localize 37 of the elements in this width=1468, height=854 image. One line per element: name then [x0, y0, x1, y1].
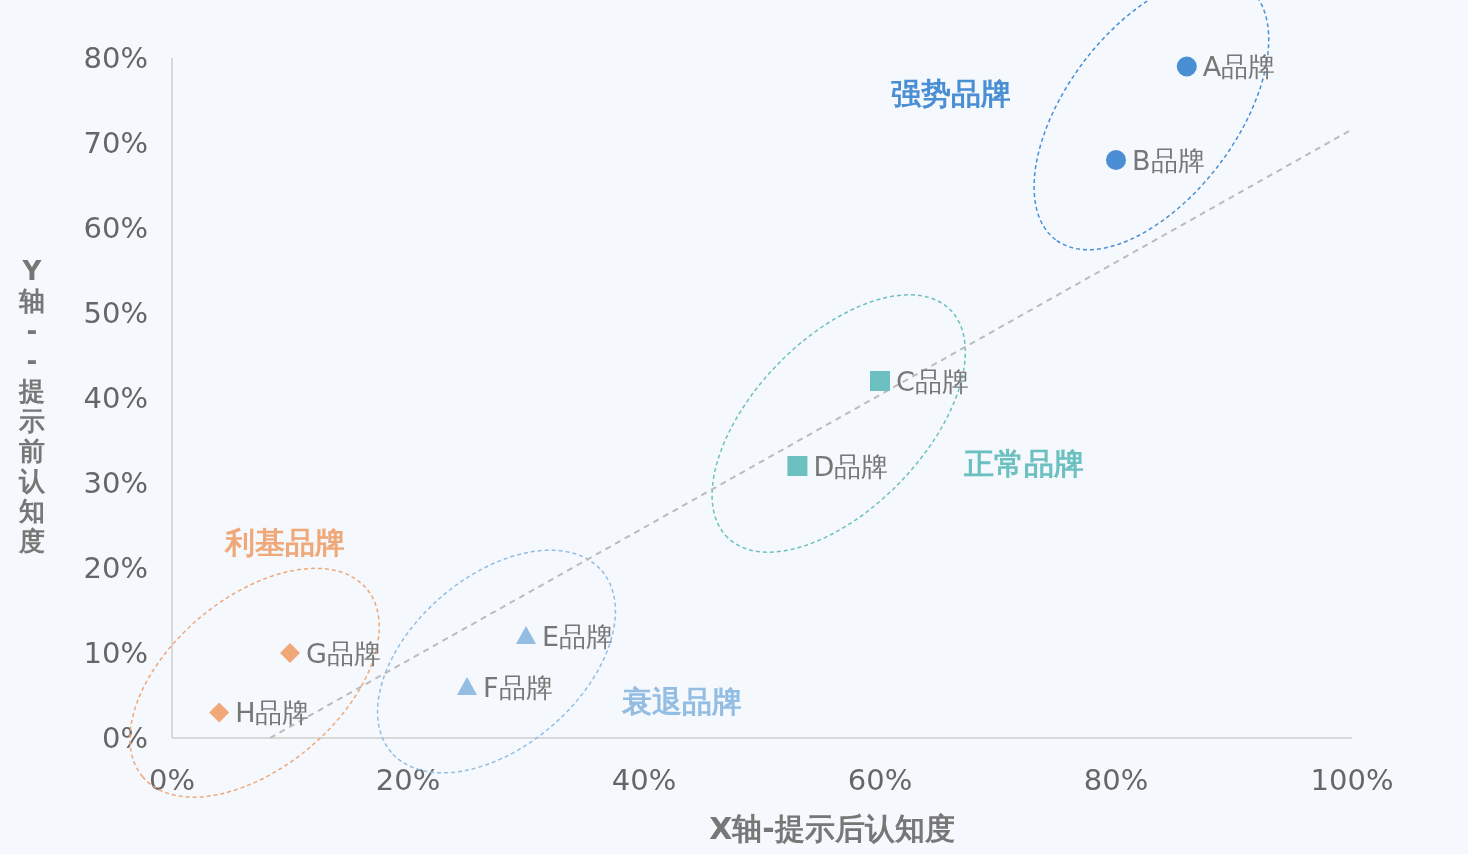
- point: [209, 702, 230, 723]
- text: Y轴--提示前认知度: [19, 256, 45, 556]
- annotation: G品牌: [306, 637, 381, 669]
- x-tick-label: 40%: [611, 763, 677, 797]
- point: [870, 371, 890, 391]
- y-tick-label: 40%: [83, 381, 148, 415]
- y-tick-label: 70%: [83, 126, 148, 160]
- x-axis-title: X轴-提示后认知度: [709, 810, 955, 846]
- annotation: 利基品牌: [223, 525, 345, 561]
- annotation: D品牌: [813, 450, 889, 482]
- y-tick-label: 60%: [83, 211, 148, 245]
- annotation: 衰退品牌: [620, 684, 742, 719]
- annotation: E品牌: [542, 620, 614, 652]
- annotation: 强势品牌: [891, 75, 1012, 111]
- y-tick-label: 0%: [101, 721, 148, 755]
- point: [280, 643, 300, 663]
- annotation: C品牌: [896, 365, 969, 397]
- point: [1106, 150, 1126, 170]
- x-tick-label: 80%: [1083, 763, 1149, 797]
- point: [516, 626, 536, 644]
- x-tick-label: 100%: [1310, 763, 1394, 797]
- point: [457, 677, 477, 695]
- annotation: 正常品牌: [962, 446, 1084, 481]
- annotation: A品牌: [1202, 51, 1276, 82]
- y-tick-label: 20%: [83, 551, 148, 585]
- annotation: F品牌: [483, 671, 553, 703]
- annotation: B品牌: [1132, 144, 1205, 176]
- y-tick-label: 50%: [83, 296, 148, 330]
- point: [787, 456, 808, 476]
- x-tick-label: 20%: [375, 763, 441, 797]
- x-tick-label: 0%: [148, 763, 196, 797]
- y-tick-label: 80%: [83, 41, 148, 75]
- point: [1176, 56, 1197, 77]
- y-tick-label: 30%: [83, 466, 148, 500]
- y-tick-label: 10%: [83, 636, 148, 670]
- x-tick-label: 60%: [847, 763, 913, 797]
- annotation: H品牌: [235, 697, 310, 728]
